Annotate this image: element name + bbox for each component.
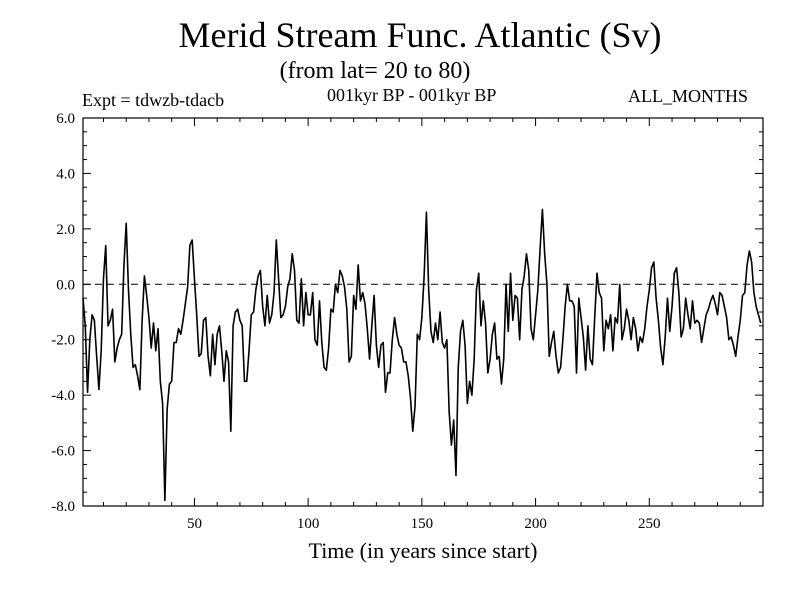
plot-frame [82, 117, 764, 507]
x-tick-label: 150 [411, 516, 434, 532]
y-tick-label: 0.0 [56, 277, 75, 293]
y-tick-label: -6.0 [51, 444, 75, 460]
x-tick-label: 50 [187, 516, 202, 532]
x-tick-label: 250 [638, 516, 661, 532]
x-tick-label: 100 [297, 516, 320, 532]
y-tick-label: -2.0 [51, 333, 75, 349]
y-tick-label: 2.0 [56, 222, 75, 238]
y-tick-label: 6.0 [56, 111, 75, 127]
y-tick-label: -8.0 [51, 499, 75, 515]
x-tick-label: 200 [524, 516, 547, 532]
months-label: ALL_MONTHS [628, 86, 748, 106]
period-label: 001kyr BP - 001kyr BP [327, 85, 497, 105]
chart-title: Merid Stream Func. Atlantic (Sv) [178, 15, 662, 55]
experiment-label: Expt = tdwzb-tdacb [82, 90, 225, 110]
y-tick-label: 4.0 [56, 166, 75, 182]
y-tick-label: -4.0 [51, 388, 75, 404]
x-axis-label: Time (in years since start) [308, 538, 538, 563]
chart-subtitle: (from lat= 20 to 80) [279, 58, 471, 84]
series-line-0 [82, 208, 762, 502]
